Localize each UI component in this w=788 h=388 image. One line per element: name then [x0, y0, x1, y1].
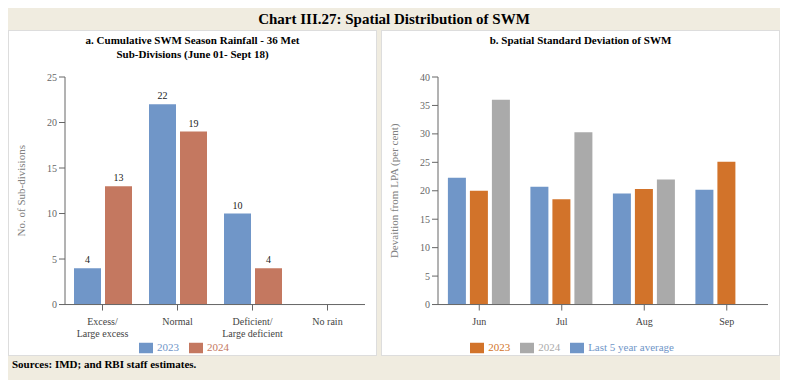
svg-text:0: 0 [52, 299, 57, 310]
svg-text:20: 20 [420, 185, 430, 196]
html-text:b. Spatial Standard Deviation: b. Spatial Standard Deviation of SWM [489, 34, 672, 46]
svg-text:15: 15 [420, 214, 430, 225]
svg-text:10: 10 [233, 200, 243, 211]
svg-text:20: 20 [47, 117, 57, 128]
svg-text:22: 22 [158, 90, 168, 101]
html-text:2024: 2024 [207, 340, 229, 353]
svg-text:25: 25 [420, 157, 430, 168]
svg-text:4: 4 [266, 254, 271, 265]
svg-text:Aug: Aug [636, 316, 653, 327]
svg-text:No rain: No rain [312, 316, 342, 327]
svg-text:30: 30 [420, 128, 430, 139]
svg-text:Jun: Jun [472, 316, 486, 327]
svg-text:5: 5 [52, 254, 57, 265]
svg-text:5: 5 [425, 271, 430, 282]
svg-text:Devaition from LPA (per cent): Devaition from LPA (per cent) [388, 123, 401, 258]
svg-text:0: 0 [425, 299, 430, 310]
html-text:a. Cumulative SWM Season Rainf: a. Cumulative SWM Season Rainfall - 36 M… [85, 34, 300, 60]
svg-text:Excess/Large excess: Excess/Large excess [77, 316, 129, 339]
html-text:Sources: IMD; and RBI staff es: Sources: IMD; and RBI staff estimates. [12, 358, 197, 370]
html-text:Last 5 year average: Last 5 year average [588, 340, 674, 353]
svg-text:Sep: Sep [719, 316, 734, 327]
html-text:Chart III.27: Spatial Distribu: Chart III.27: Spatial Distribution of SW… [258, 11, 530, 27]
svg-text:35: 35 [420, 100, 430, 111]
svg-text:10: 10 [420, 242, 430, 253]
svg-text:Jul: Jul [556, 316, 568, 327]
svg-text:13: 13 [114, 172, 124, 183]
svg-text:Normal: Normal [162, 316, 193, 327]
svg-text:4: 4 [85, 254, 90, 265]
svg-text:40: 40 [420, 72, 430, 83]
svg-text:No. of Sub-divisions: No. of Sub-divisions [15, 145, 27, 236]
svg-text:25: 25 [47, 72, 57, 83]
html-text:2024: 2024 [538, 340, 561, 353]
html-text:2023: 2023 [488, 340, 511, 353]
svg-text:19: 19 [189, 118, 199, 129]
svg-text:15: 15 [47, 163, 57, 174]
html-text:2023: 2023 [157, 340, 179, 353]
svg-text:Deficient/Large deficient: Deficient/Large deficient [222, 316, 283, 339]
svg-text:10: 10 [47, 208, 57, 219]
